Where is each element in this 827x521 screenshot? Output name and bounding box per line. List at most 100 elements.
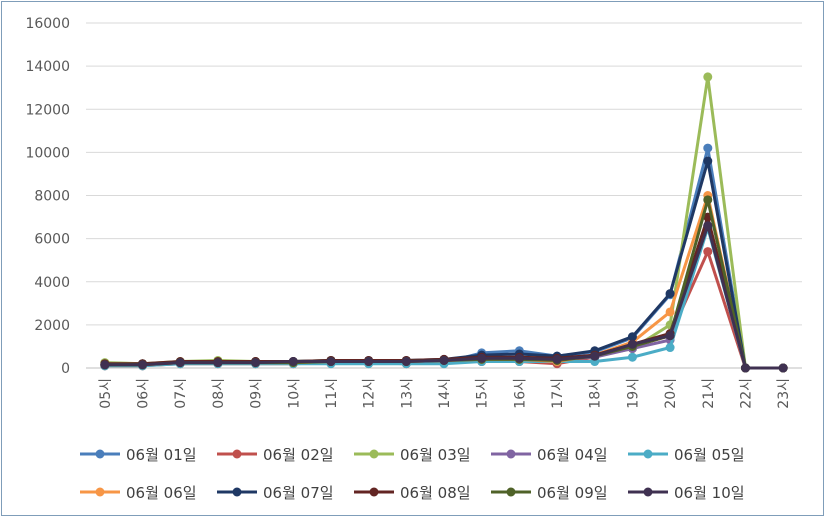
legend-swatch-marker [643, 449, 653, 459]
data-point [138, 360, 148, 370]
x-tick-label: 20시 [663, 378, 679, 409]
x-tick-label: 17시 [550, 378, 566, 409]
series-group [100, 221, 788, 373]
data-point [665, 343, 675, 353]
legend-label: 06월 05일 [674, 446, 745, 464]
data-point [703, 156, 713, 166]
data-point [703, 195, 713, 205]
data-point [703, 72, 713, 82]
y-tick-label: 8000 [34, 189, 70, 205]
x-tick-label: 05시 [98, 378, 114, 409]
data-point [477, 353, 487, 363]
data-point [326, 357, 336, 367]
x-tick-label: 08시 [211, 378, 227, 409]
y-tick-label: 16000 [25, 16, 70, 32]
series-group [100, 72, 788, 373]
legend-item: 06월 10일 [628, 484, 745, 502]
legend-item: 06월 02일 [217, 446, 334, 464]
y-tick-label: 14000 [25, 59, 70, 75]
legend-label: 06월 06일 [126, 484, 197, 502]
data-point [627, 332, 637, 342]
data-point [740, 363, 750, 373]
data-point [590, 351, 600, 361]
data-point [364, 357, 374, 367]
x-tick-label: 19시 [625, 378, 641, 409]
legend-label: 06월 09일 [537, 484, 608, 502]
x-tick-label: 07시 [173, 378, 189, 409]
x-tick-label: 15시 [475, 378, 491, 409]
data-point [213, 358, 223, 368]
x-tick-label: 16시 [512, 378, 528, 409]
data-point [100, 360, 110, 370]
x-tick-label: 18시 [588, 378, 604, 409]
data-point [514, 353, 524, 363]
legend-item: 06월 03일 [354, 446, 471, 464]
legend-label: 06월 02일 [263, 446, 334, 464]
y-tick-label: 2000 [34, 318, 70, 334]
data-point [665, 289, 675, 299]
legend-swatch-marker [95, 487, 105, 497]
x-tick-label: 21시 [701, 378, 717, 409]
legend-swatch-marker [506, 487, 516, 497]
legend-swatch-marker [369, 449, 379, 459]
data-point [251, 358, 261, 368]
data-point [552, 354, 562, 364]
y-tick-label: 0 [61, 361, 70, 377]
legend-item: 06월 01일 [80, 446, 197, 464]
y-tick-label: 4000 [34, 275, 70, 291]
legend-item: 06월 07일 [217, 484, 334, 502]
legend-item: 06월 04일 [491, 446, 608, 464]
legend-label: 06월 08일 [400, 484, 471, 502]
legend-label: 06월 10일 [674, 484, 745, 502]
legend-item: 06월 08일 [354, 484, 471, 502]
data-point [288, 357, 298, 367]
data-point [175, 358, 185, 368]
data-point [778, 363, 788, 373]
series-group [100, 143, 788, 373]
y-tick-label: 12000 [25, 102, 70, 118]
legend-swatch-marker [506, 449, 516, 459]
x-tick-label: 22시 [738, 378, 754, 409]
data-point [627, 352, 637, 362]
legend-swatch-marker [643, 487, 653, 497]
series-line [104, 75, 784, 370]
legend-swatch-marker [95, 449, 105, 459]
x-tick-label: 23시 [776, 378, 792, 409]
legend-item: 06월 09일 [491, 484, 608, 502]
series-line [104, 159, 784, 370]
legend-label: 06월 07일 [263, 484, 334, 502]
legend-swatch-marker [232, 449, 242, 459]
legend-swatch-marker [369, 487, 379, 497]
data-point [401, 357, 411, 367]
x-tick-label: 12시 [362, 378, 378, 409]
series-lines [100, 72, 788, 373]
data-point [627, 339, 637, 349]
legend-item: 06월 06일 [80, 484, 197, 502]
legend: 06월 01일 06월 02일 06월 03일 06월 04일 06월 05일 06월 0… [80, 446, 745, 502]
series-line [104, 198, 784, 370]
x-tick-label: 11시 [324, 378, 340, 409]
data-point [703, 221, 713, 231]
x-tick-label: 06시 [136, 378, 152, 409]
data-point [703, 247, 713, 257]
legend-label: 06월 04일 [537, 446, 608, 464]
legend-swatch-marker [232, 487, 242, 497]
x-tick-label: 09시 [249, 378, 265, 409]
x-axis: 05시 06시 07시 08시 09시 10시 11시 12시 13시 14시 15시 16시 17시 1… [86, 367, 802, 409]
legend-label: 06월 01일 [126, 446, 197, 464]
data-point [703, 143, 713, 153]
x-tick-label: 14시 [437, 378, 453, 409]
data-point [439, 355, 449, 365]
legend-label: 06월 03일 [400, 446, 471, 464]
gridlines [86, 22, 802, 326]
x-tick-label: 10시 [286, 378, 302, 409]
data-point [665, 331, 675, 341]
y-tick-label: 10000 [25, 145, 70, 161]
x-tick-label: 13시 [399, 378, 415, 409]
y-axis: 0 2000 4000 6000 8000 10000 12000 14000 16000 [25, 16, 70, 377]
y-tick-label: 6000 [34, 232, 70, 248]
legend-item: 06월 05일 [628, 446, 745, 464]
data-point [665, 307, 675, 317]
